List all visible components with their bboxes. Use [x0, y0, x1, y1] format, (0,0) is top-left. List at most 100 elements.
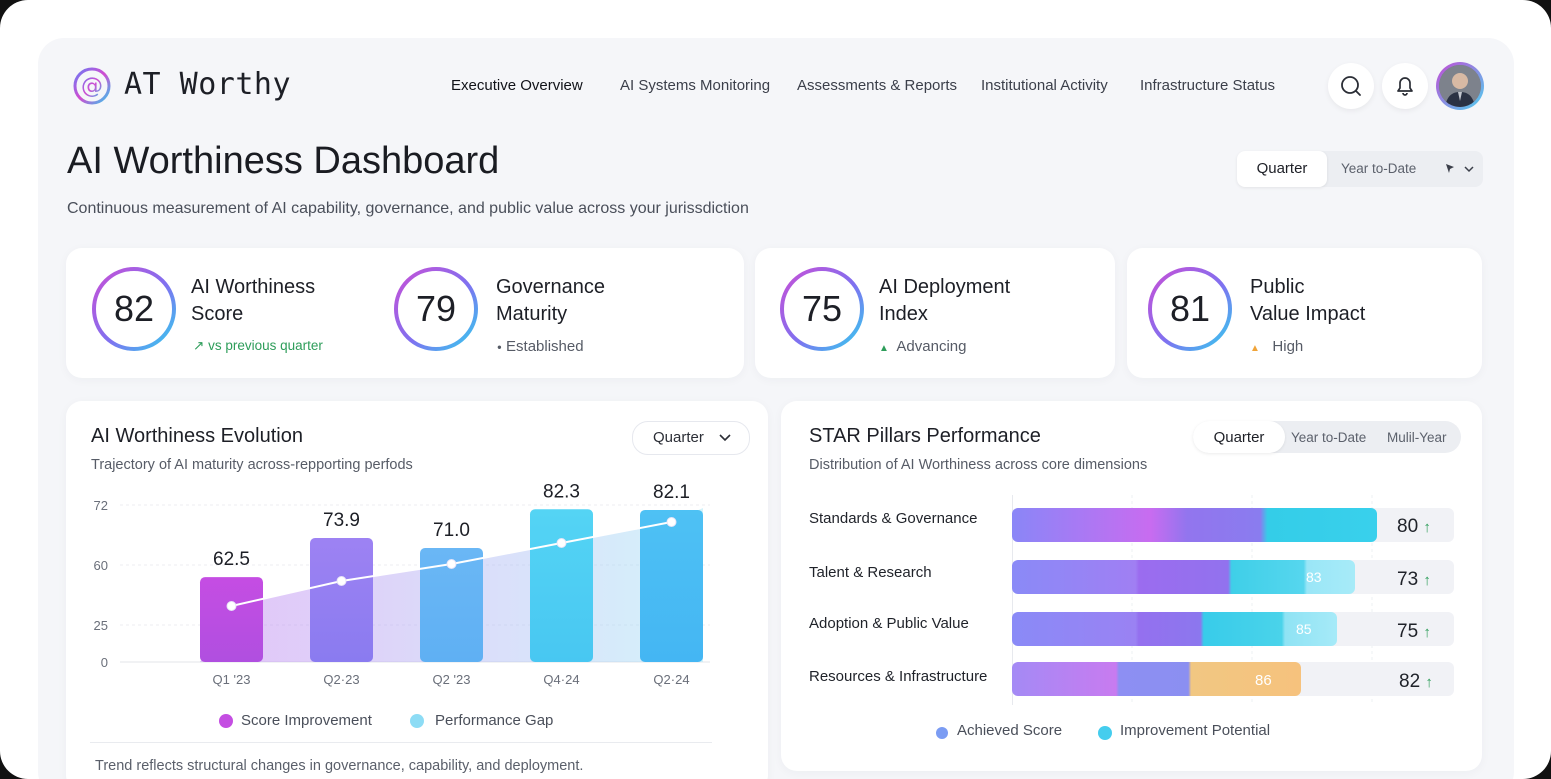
kpi-sub-public-value: ▲ High: [1250, 338, 1304, 355]
kpi-label-governance: Governance Maturity: [496, 276, 605, 325]
pillar-score-adoption: 75 ↑: [1397, 621, 1431, 642]
pillars-subtitle: Distribution of AI Worthiness across cor…: [809, 457, 1148, 473]
evolution-chart: 72 60 25 0 62.5 Q1 '23 73.9 Q2·23 71.0 Q2 '23 82.…: [94, 481, 710, 687]
bar-1[interactable]: [310, 538, 373, 662]
arrow-up-icon: ↑: [1423, 572, 1431, 589]
pillars-period-toggle: Quarter Year to-Date Mulil-Year: [1193, 421, 1461, 453]
y-tick-label: 72: [94, 498, 108, 513]
kpi-ring-public-value: [1148, 267, 1232, 351]
x-tick-label: Q2·24: [653, 672, 689, 687]
chevron-down-icon: [719, 434, 731, 442]
pillar-bar-label-resources: 86: [1255, 672, 1272, 689]
pillars-option-quarter[interactable]: Quarter: [1193, 421, 1285, 453]
arrow-up-icon: ↑: [1423, 519, 1431, 536]
bar-data-label: 62.5: [213, 549, 250, 570]
legend-achieved: Achieved Score: [957, 722, 1063, 739]
svg-text:@: @: [81, 74, 103, 99]
search-icon: [1341, 76, 1361, 96]
kpi-sub-worthiness: ↗ vs previous quarter: [193, 338, 323, 353]
pillar-score-resources: 82 ↑: [1399, 671, 1433, 692]
x-tick-label: Q1 '23: [213, 672, 251, 687]
kpi-ring-worthiness: [92, 267, 176, 351]
y-tick-label: 0: [101, 655, 108, 670]
trend-point[interactable]: [446, 559, 457, 569]
arrow-up-icon: ↑: [1425, 674, 1433, 691]
triangle-up-icon: ▲: [879, 343, 889, 354]
pillar-name-talent: Talent & Research: [809, 564, 932, 581]
trend-point[interactable]: [226, 601, 237, 611]
pillars-option-multiyear[interactable]: Mulil-Year: [1387, 430, 1447, 445]
arrow-up-icon: ↑: [1423, 624, 1431, 641]
legend-achieved-dot: [936, 727, 948, 739]
search-button[interactable]: [1328, 63, 1374, 109]
kpi-value-deployment: 75: [801, 288, 843, 329]
bell-icon: [1397, 77, 1413, 96]
avatar-photo: [1439, 65, 1481, 107]
legend-score-improvement: Score Improvement: [241, 712, 372, 729]
bar-4[interactable]: [640, 509, 703, 662]
bar-2[interactable]: [420, 548, 483, 662]
bar-data-label: 82.1: [653, 482, 690, 503]
pillar-score-standards: 80 ↑: [1397, 516, 1431, 537]
legend-score-improvement-dot: [219, 714, 233, 728]
kpi-sub-deployment: ▲ Advancing: [879, 338, 967, 355]
bar-0[interactable]: [200, 577, 263, 662]
kpi-ring-deployment: [780, 267, 864, 351]
kpi-sub-governance: ● Established: [497, 338, 584, 355]
brand-logo-icon[interactable]: @: [72, 66, 112, 106]
legend-performance-gap: Performance Gap: [435, 712, 554, 729]
nav-executive-overview[interactable]: Executive Overview: [451, 77, 583, 94]
bar-data-label: 71.0: [433, 520, 470, 541]
pillar-bar-adoption: [1012, 612, 1337, 646]
kpi-label-deployment: AI Deployment Index: [879, 276, 1011, 325]
pillars-title: STAR Pillars Performance: [809, 425, 1041, 447]
dot-icon: ●: [497, 342, 502, 352]
period-option-ytd[interactable]: Year to-Date: [1341, 161, 1417, 176]
x-tick-label: Q2 '23: [433, 672, 471, 687]
trend-point[interactable]: [666, 517, 677, 527]
period-option-quarter[interactable]: Quarter: [1237, 151, 1327, 187]
user-avatar[interactable]: [1436, 62, 1484, 110]
pillar-name-adoption: Adoption & Public Value: [809, 615, 969, 632]
nav-institutional-activity[interactable]: Institutional Activity: [981, 77, 1108, 94]
evolution-subtitle: Trajectory of AI maturity across-repport…: [91, 457, 413, 473]
pillar-bar-talent: [1012, 560, 1355, 594]
kpi-value-governance: 79: [415, 288, 457, 329]
period-toggle: Quarter Year to-Date: [1237, 151, 1483, 187]
y-tick-label: 60: [94, 558, 108, 573]
trend-point[interactable]: [336, 576, 347, 586]
evolution-footer: Trend reflects structural changes in gov…: [95, 758, 584, 774]
nav-assessments-reports[interactable]: Assessments & Reports: [797, 77, 958, 94]
pillar-bar-resources: [1012, 662, 1301, 696]
legend-improvement: Improvement Potential: [1120, 722, 1271, 739]
evolution-period-dropdown[interactable]: Quarter: [632, 421, 750, 455]
pillars-option-ytd[interactable]: Year to-Date: [1291, 430, 1367, 445]
divider: [90, 742, 712, 743]
pillar-bar-standards: [1012, 508, 1377, 542]
bar-3[interactable]: [530, 509, 593, 662]
filter-icon[interactable]: [1443, 161, 1477, 177]
pillar-score-talent: 73 ↑: [1397, 569, 1431, 590]
nav-ai-systems-monitoring[interactable]: AI Systems Monitoring: [620, 77, 771, 94]
kpi-label-public-value: Public Value Impact: [1250, 276, 1366, 325]
trend-point[interactable]: [556, 538, 567, 548]
bar-data-label: 73.9: [323, 510, 360, 531]
legend-performance-gap-dot: [410, 714, 424, 728]
brand-name: AT Worthy: [124, 67, 292, 102]
nav-infrastructure-status[interactable]: Infrastructure Status: [1140, 77, 1276, 94]
pillar-bar-label-talent: 83: [1306, 569, 1322, 585]
kpi-label-worthiness: AI Worthiness Score: [191, 276, 316, 325]
x-tick-label: Q2·23: [323, 672, 359, 687]
evolution-title: AI Worthiness Evolution: [91, 425, 303, 447]
x-tick-label: Q4·24: [543, 672, 579, 687]
page-title: AI Worthiness Dashboard: [67, 140, 500, 182]
notifications-button[interactable]: [1382, 63, 1428, 109]
legend-improvement-dot: [1098, 726, 1112, 740]
pillar-name-resources: Resources & Infrastructure: [809, 668, 988, 685]
page-subtitle: Continuous measurement of AI capability,…: [67, 200, 749, 217]
kpi-value-worthiness: 82: [113, 288, 155, 329]
pillar-bar-label-adoption: 85: [1296, 621, 1312, 637]
y-tick-label: 25: [94, 618, 108, 633]
kpi-ring-governance: [394, 267, 478, 351]
